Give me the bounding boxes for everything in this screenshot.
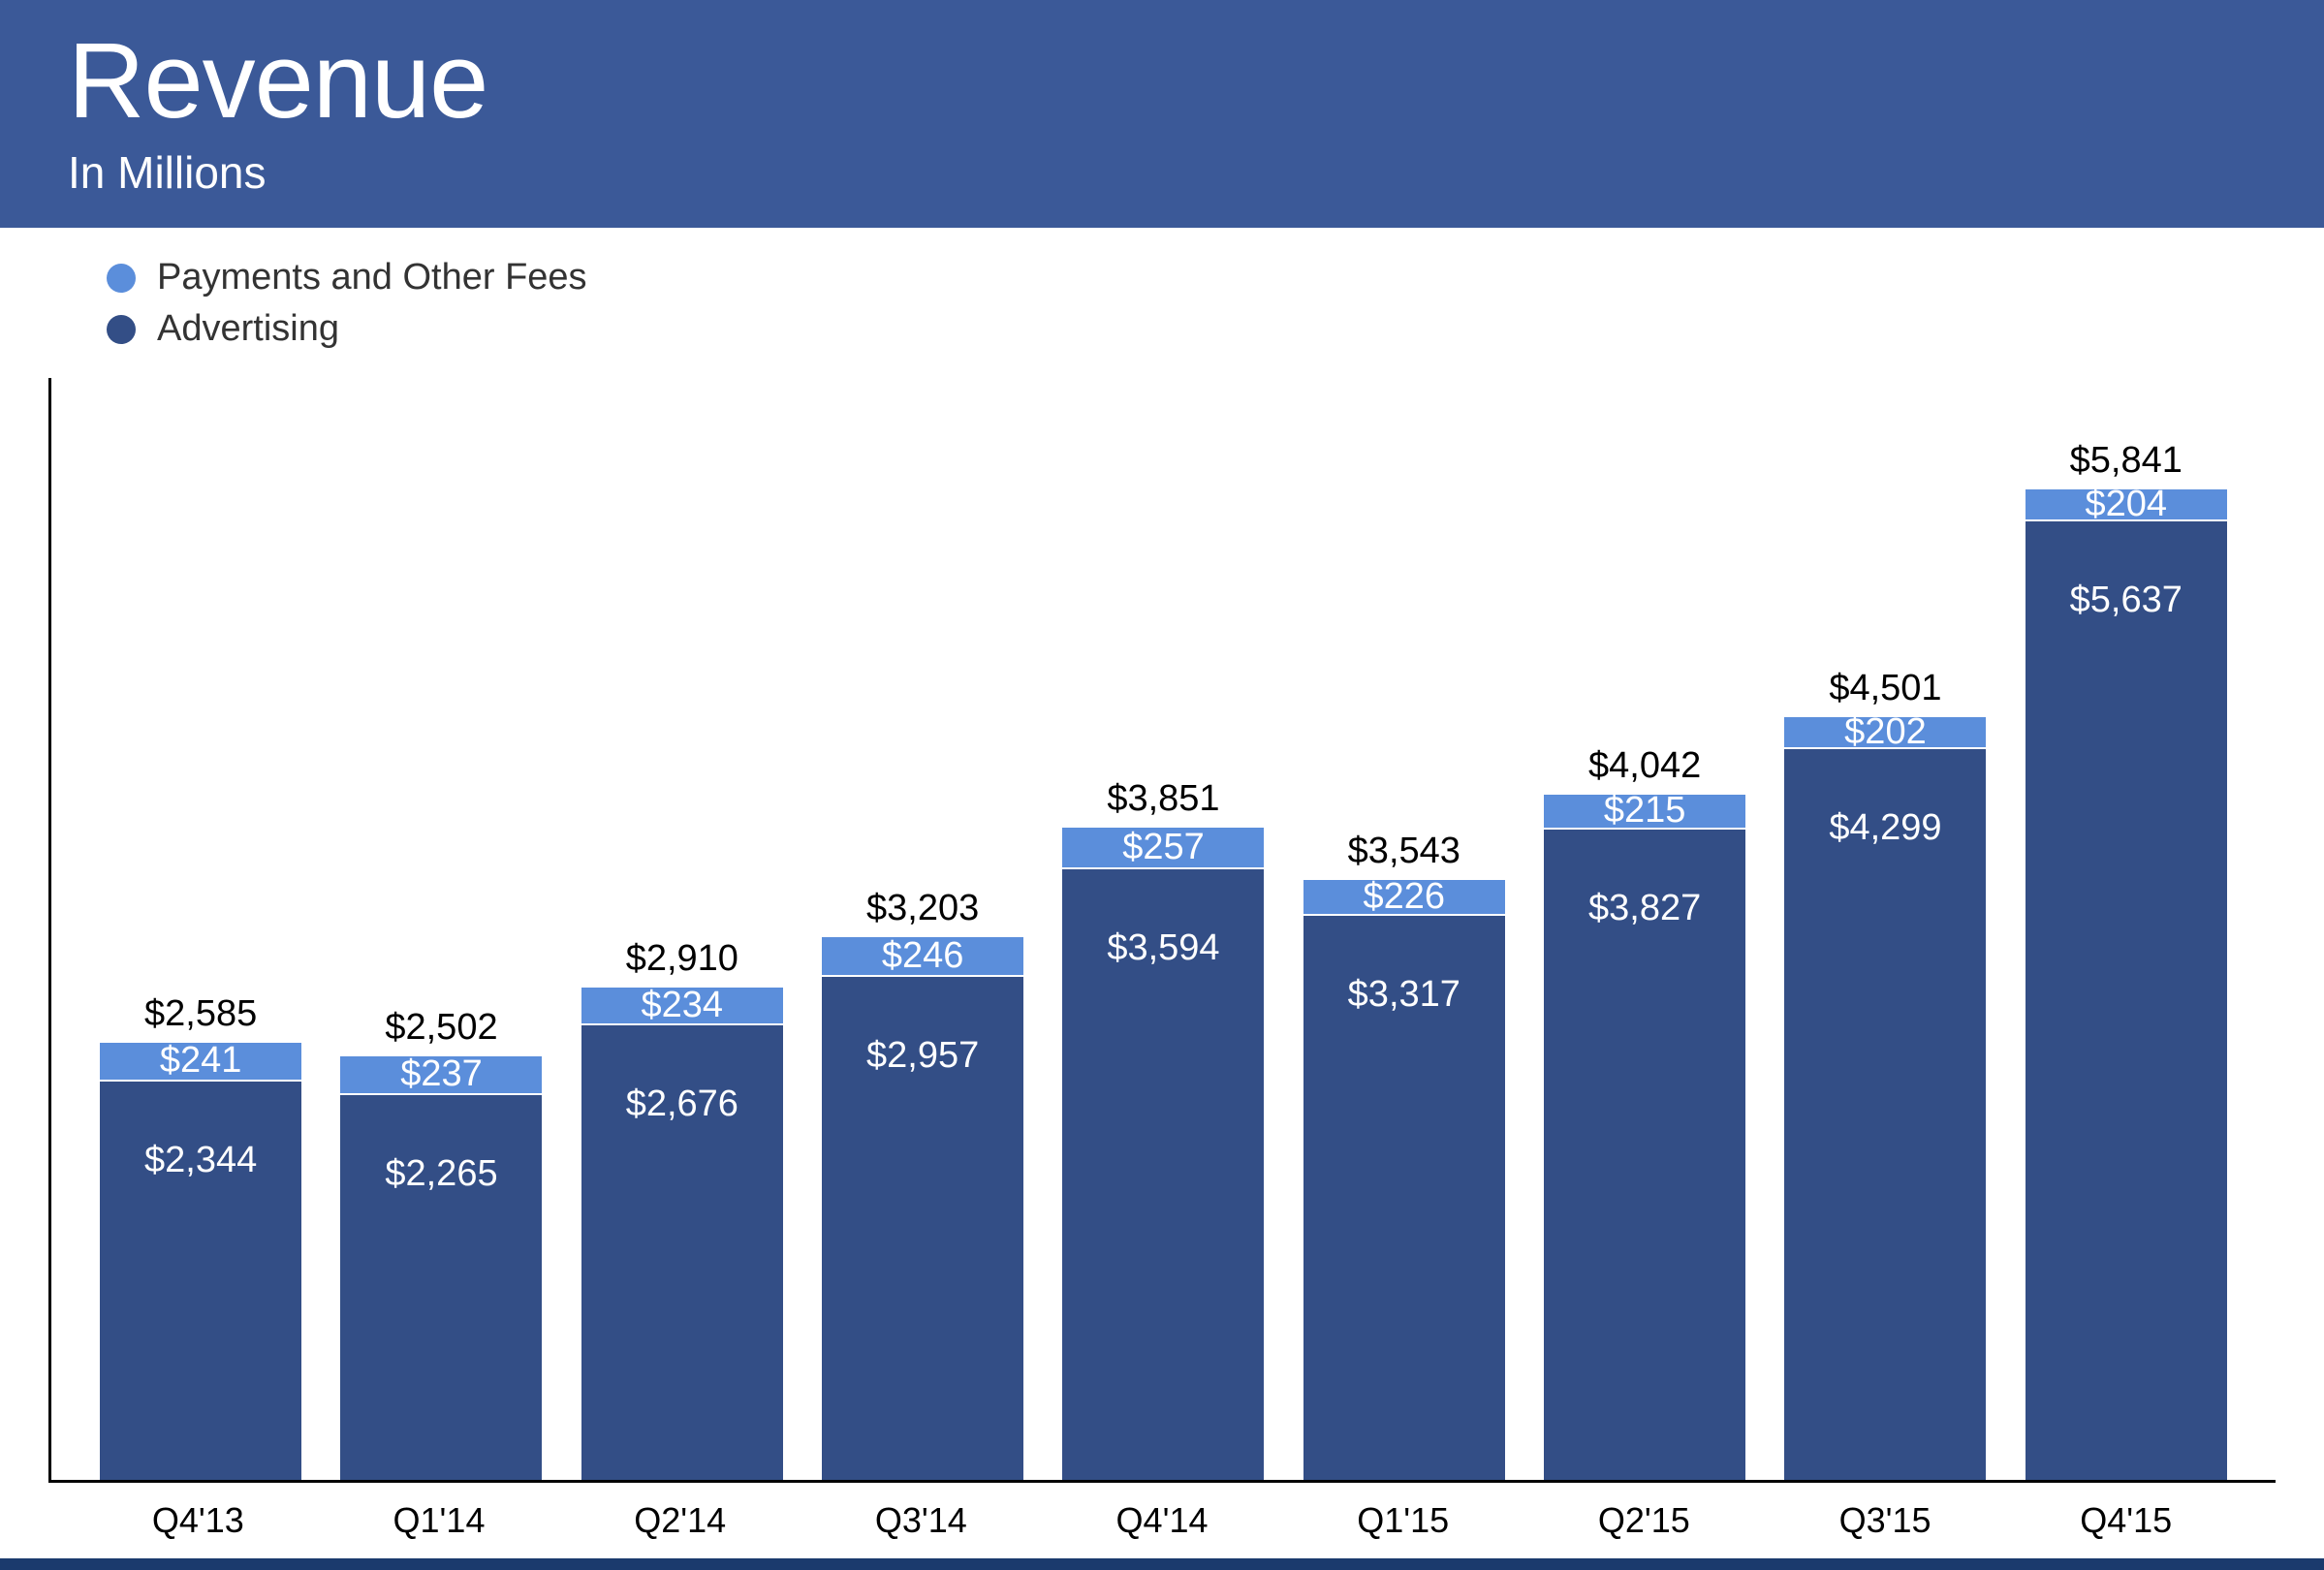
bar-segment-advertising-label: $3,317 (1348, 974, 1460, 1016)
bar-segment-advertising-label: $2,265 (385, 1153, 497, 1195)
bar-stack: $2,910 $234 $2,676 (581, 378, 783, 1480)
legend-label: Advertising (157, 308, 339, 350)
bar-segment-advertising: $2,265 (340, 1095, 542, 1480)
bar-segment-advertising: $2,957 (822, 977, 1023, 1480)
x-axis-tick: Q4'14 (1042, 1500, 1283, 1541)
bar-segment-payments-label: $241 (160, 1040, 242, 1082)
bar-stack: $4,042$215 $3,827 (1544, 378, 1745, 1480)
bar-segment-payments-label: $226 (1364, 876, 1446, 918)
bar-total-label: $5,841 (2070, 440, 2183, 482)
slide: Revenue In Millions Payments and Other F… (0, 0, 2324, 1570)
bar-segment-payments: $215 (1544, 793, 1745, 830)
bar-total-label: $2,910 (626, 938, 738, 980)
x-axis-tick: Q3'15 (1765, 1500, 2006, 1541)
bar-slot: $2,910 $234 $2,676 (562, 378, 802, 1480)
bar-segment-advertising-label: $2,344 (144, 1140, 257, 1181)
bar-segment-payments: $257 (1062, 826, 1264, 869)
bar-slot: $2,585 $241 $2,344 (80, 378, 321, 1480)
bar-segment-payments: $246 (822, 935, 1023, 977)
chart-subtitle: In Millions (68, 146, 2256, 199)
footer-bar (0, 1558, 2324, 1570)
x-axis-tick: Q4'15 (2005, 1500, 2246, 1541)
bar-segment-advertising-label: $3,594 (1107, 927, 1219, 969)
bar-segment-advertising: $3,827 (1544, 830, 1745, 1480)
bar-slot: $2,502$237 $2,265 (321, 378, 561, 1480)
x-axis-tick: Q3'14 (801, 1500, 1042, 1541)
bar-segment-payments: $226 (1303, 878, 1505, 917)
bar-slot: $5,841$204 $5,637 (2006, 378, 2246, 1480)
bar-total-label: $4,501 (1829, 668, 1941, 709)
bar-stack: $4,501$202$4,299 (1784, 378, 1986, 1480)
bar-segment-payments: $204 (2026, 487, 2227, 522)
bar-stack: $5,841$204 $5,637 (2026, 378, 2227, 1480)
bar-segment-advertising: $3,594 (1062, 869, 1264, 1480)
x-axis-tick: Q2'15 (1523, 1500, 1765, 1541)
bar-segment-advertising: $4,299 (1784, 749, 1986, 1480)
bar-segment-payments-label: $257 (1122, 827, 1205, 868)
bar-stack: $2,502$237 $2,265 (340, 378, 542, 1480)
legend: Payments and Other Fees Advertising (0, 228, 2324, 350)
x-axis-tick: Q1'15 (1282, 1500, 1523, 1541)
bar-stack: $3,543$226 $3,317 (1303, 378, 1505, 1480)
bar-total-label: $3,543 (1348, 831, 1460, 872)
plot-area: $2,585$241$2,344$2,502$237$2,265$2,910$2… (48, 378, 2276, 1483)
bar-segment-payments: $234 (581, 986, 783, 1025)
bar-total-label: $2,585 (144, 993, 257, 1035)
header: Revenue In Millions (0, 0, 2324, 228)
bar-stack: $2,585 $241 $2,344 (100, 378, 301, 1480)
bar-total-label: $3,203 (866, 888, 979, 929)
bar-slot: $4,501$202$4,299 (1765, 378, 2005, 1480)
bar-segment-payments: $237 (340, 1054, 542, 1095)
bar-total-label: $4,042 (1588, 745, 1701, 787)
bar-segment-payments: $202 (1784, 715, 1986, 749)
bar-total-label: $2,502 (385, 1007, 497, 1049)
bar-segment-payments-label: $234 (642, 985, 724, 1026)
bar-slot: $3,543$226 $3,317 (1284, 378, 1524, 1480)
bar-segment-payments-label: $246 (882, 935, 964, 977)
bar-slot: $4,042$215 $3,827 (1524, 378, 1765, 1480)
bar-segment-advertising-label: $3,827 (1588, 888, 1701, 929)
bar-segment-advertising-label: $5,637 (2070, 580, 2183, 621)
bar-segment-advertising: $5,637 (2026, 521, 2227, 1480)
legend-dot-icon (107, 264, 136, 293)
bar-segment-payments-label: $237 (400, 1053, 483, 1095)
bar-segment-advertising-label: $2,957 (866, 1035, 979, 1077)
chart: $2,585$241$2,344$2,502$237$2,265$2,910$2… (48, 378, 2276, 1541)
bar-segment-advertising-label: $4,299 (1829, 807, 1941, 849)
bars-container: $2,585$241$2,344$2,502$237$2,265$2,910$2… (51, 378, 2276, 1480)
bar-segment-payments-label: $204 (2086, 484, 2168, 525)
legend-label: Payments and Other Fees (157, 257, 587, 298)
bar-slot: $3,851 $257 $3,594 (1043, 378, 1283, 1480)
bar-segment-payments-label: $215 (1604, 790, 1686, 832)
bar-stack: $3,203 $246 $2,957 (822, 378, 1023, 1480)
bar-segment-payments-label: $202 (1844, 711, 1927, 753)
x-axis-tick: Q4'13 (78, 1500, 319, 1541)
x-axis-tick: Q1'14 (319, 1500, 560, 1541)
bar-segment-advertising-label: $2,676 (626, 1083, 738, 1125)
x-axis-tick: Q2'14 (559, 1500, 801, 1541)
bar-segment-advertising: $2,676 (581, 1025, 783, 1480)
bar-total-label: $3,851 (1107, 778, 1219, 820)
bar-segment-advertising: $2,344 (100, 1082, 301, 1480)
bar-slot: $3,203 $246 $2,957 (802, 378, 1043, 1480)
legend-dot-icon (107, 315, 136, 344)
legend-item: Payments and Other Fees (107, 257, 2324, 298)
chart-title: Revenue (68, 19, 2256, 142)
legend-item: Advertising (107, 308, 2324, 350)
bar-segment-advertising: $3,317 (1303, 916, 1505, 1480)
bar-stack: $3,851 $257 $3,594 (1062, 378, 1264, 1480)
bar-segment-payments: $241 (100, 1041, 301, 1082)
x-axis: Q4'13Q1'14Q2'14Q3'14Q4'14Q1'15Q2'15Q3'15… (48, 1483, 2276, 1541)
